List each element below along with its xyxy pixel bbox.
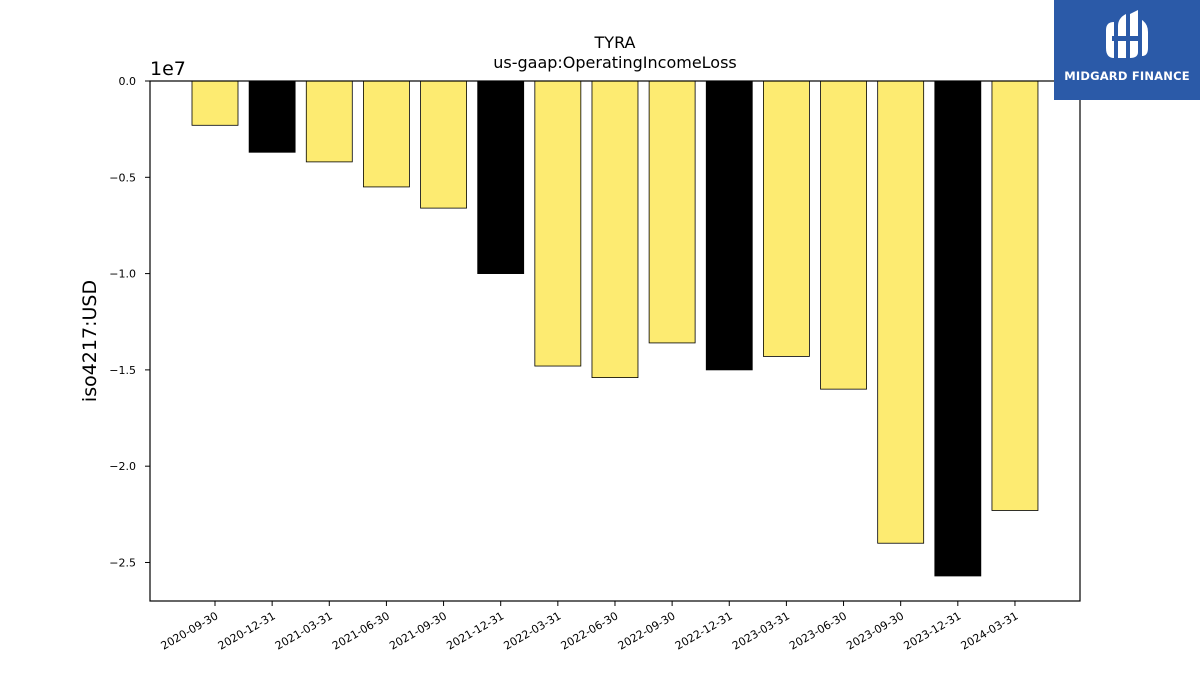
y-tick-label: −2.5	[109, 556, 136, 569]
bar	[191, 80, 239, 126]
x-tick-label: 2022-03-31	[501, 609, 563, 652]
logo-text: MIDGARD FINANCE	[1064, 69, 1190, 83]
bar	[991, 80, 1039, 511]
y-tick-label: −0.5	[109, 171, 136, 184]
x-tick-label: 2020-09-30	[159, 609, 221, 652]
x-tick-label: 2021-09-30	[387, 609, 449, 652]
bar	[305, 80, 353, 163]
bar	[477, 80, 525, 274]
plot-frame	[149, 80, 1081, 602]
y-tick-label: −2.0	[109, 460, 136, 473]
bar	[763, 80, 810, 357]
bar	[934, 80, 982, 577]
bar	[877, 80, 925, 544]
bar	[591, 80, 639, 378]
chart-title: TYRA	[594, 33, 636, 52]
logo-mark-icon	[1106, 10, 1148, 58]
bar	[705, 80, 753, 371]
x-tick-label: 2022-09-30	[616, 609, 678, 652]
y-axis-label: iso4217:USD	[79, 280, 101, 402]
x-tick-label: 2021-06-30	[330, 609, 392, 652]
y-tick-label: −1.0	[109, 268, 136, 281]
bar	[420, 80, 467, 209]
y-tick-label: −1.5	[109, 364, 136, 377]
x-tick-label: 2023-06-30	[787, 609, 849, 652]
bar	[648, 80, 696, 344]
logo: MIDGARD FINANCE	[1054, 0, 1200, 100]
bar	[534, 80, 582, 367]
bar	[248, 80, 296, 153]
x-tick-label: 2022-06-30	[559, 609, 621, 652]
x-tick-label: 2022-12-31	[673, 609, 735, 652]
y-tick-label: 0.0	[119, 75, 137, 88]
y-scale-label: 1e7	[150, 58, 186, 80]
x-tick-label: 2021-03-31	[273, 609, 335, 652]
x-tick-label: 2020-12-31	[216, 609, 278, 652]
x-tick-label: 2021-12-31	[444, 609, 506, 652]
x-tick-label: 2024-03-31	[959, 609, 1021, 652]
chart-subtitle: us-gaap:OperatingIncomeLoss	[493, 53, 737, 72]
bar	[820, 80, 867, 390]
x-tick-label: 2023-09-30	[844, 609, 906, 652]
x-tick-label: 2023-03-31	[730, 609, 792, 652]
bar	[363, 80, 410, 188]
x-tick-label: 2023-12-31	[901, 609, 963, 652]
